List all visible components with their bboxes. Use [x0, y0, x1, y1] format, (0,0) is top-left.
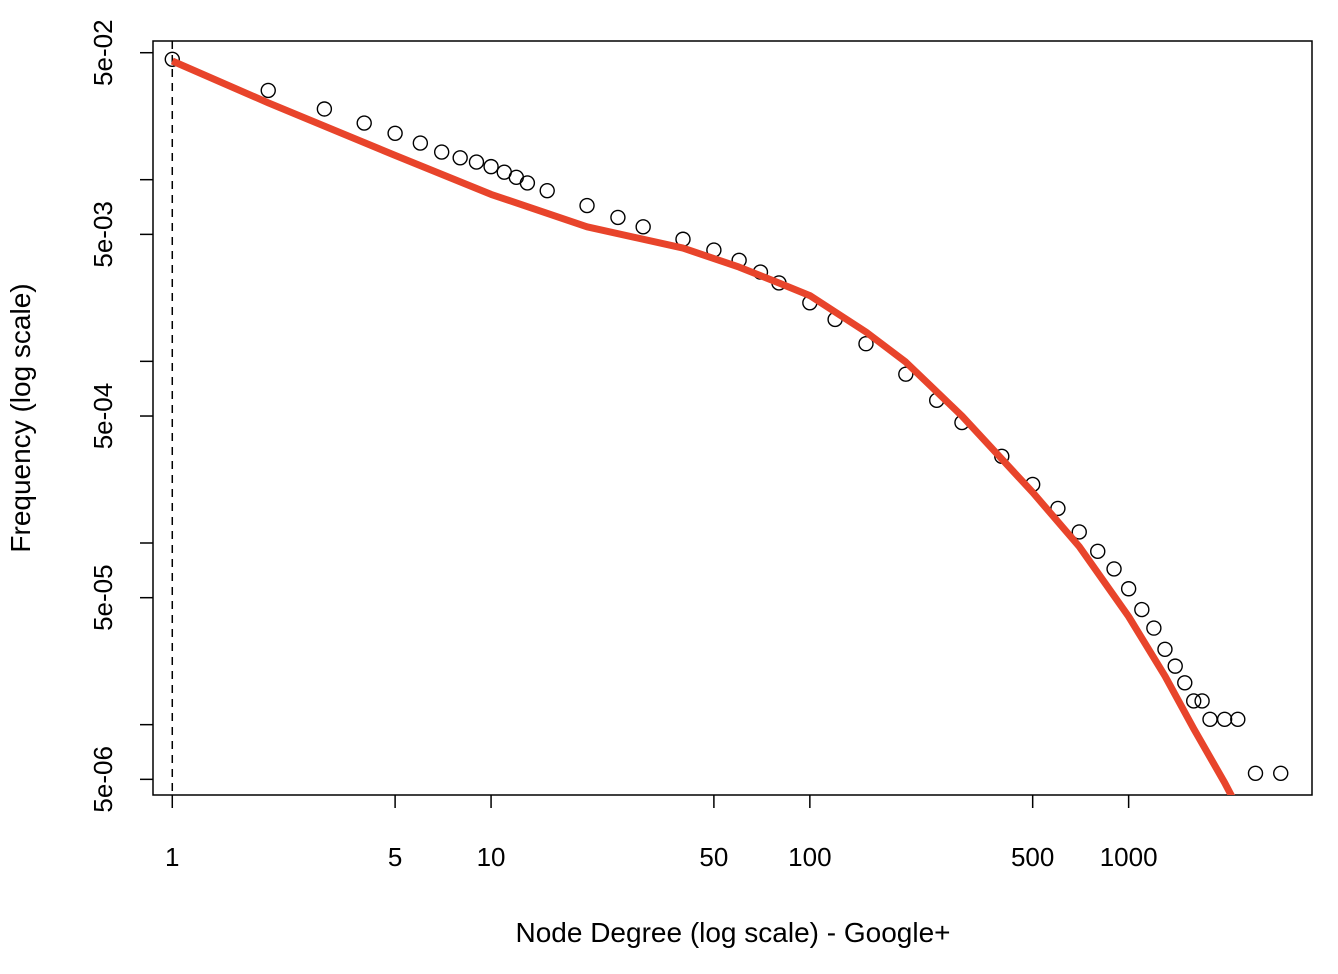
data-point: [164, 51, 180, 67]
y-axis: 5e-06 5e-05 5e-04 5e-03 5e-02: [88, 19, 153, 813]
data-point: [1247, 765, 1264, 781]
data-point: [519, 175, 536, 191]
data-point: [858, 336, 874, 352]
data-point: [1157, 641, 1173, 657]
data-point: [1273, 765, 1289, 781]
points-layer: [164, 51, 1289, 781]
data-point: [1177, 675, 1193, 691]
data-point: [1194, 693, 1210, 709]
data-point: [539, 182, 555, 199]
data-point: [610, 209, 626, 226]
data-point: [1202, 711, 1218, 728]
data-point: [1167, 658, 1183, 674]
data-point: [1146, 620, 1162, 636]
data-point: [316, 101, 333, 117]
y-axis-title: Frequency (log scale): [5, 283, 36, 552]
x-tick-label: 5: [388, 842, 402, 872]
x-tick-label: 1: [165, 842, 179, 872]
data-point: [1186, 693, 1202, 709]
data-point: [483, 158, 499, 175]
y-tick-label: 5e-06: [88, 746, 118, 813]
data-point: [1106, 561, 1122, 577]
x-tick-label: 10: [477, 842, 506, 872]
data-point: [1090, 543, 1106, 560]
data-point: [468, 154, 485, 170]
y-tick-label: 5e-02: [88, 19, 118, 86]
data-point: [433, 144, 450, 160]
x-axis: 1 5 10 50 100 500 1000: [165, 795, 1158, 872]
data-point: [1071, 524, 1087, 540]
x-tick-label: 50: [699, 842, 728, 872]
y-tick-label: 5e-05: [88, 564, 118, 631]
plot-frame: [152, 40, 1313, 796]
y-tick-label: 5e-03: [88, 201, 118, 268]
data-point: [387, 125, 403, 142]
x-tick-label: 500: [1011, 842, 1054, 872]
x-tick-label: 100: [788, 842, 831, 872]
y-tick-label: 5e-04: [88, 383, 118, 450]
x-axis-title: Node Degree (log scale) - Google+: [515, 917, 950, 948]
data-point: [1216, 711, 1233, 728]
data-point: [260, 82, 276, 99]
data-point: [412, 135, 429, 151]
data-point: [635, 219, 651, 235]
fit-curve: [170, 57, 1236, 795]
data-point: [452, 150, 468, 166]
data-point: [1230, 711, 1246, 728]
data-point: [1120, 581, 1137, 597]
data-point: [579, 197, 595, 214]
data-point: [508, 169, 525, 186]
data-point: [356, 115, 372, 131]
x-tick-label: 1000: [1100, 842, 1158, 872]
data-point: [898, 366, 914, 382]
fit-curve-layer: [170, 57, 1236, 795]
data-point: [1134, 601, 1150, 618]
